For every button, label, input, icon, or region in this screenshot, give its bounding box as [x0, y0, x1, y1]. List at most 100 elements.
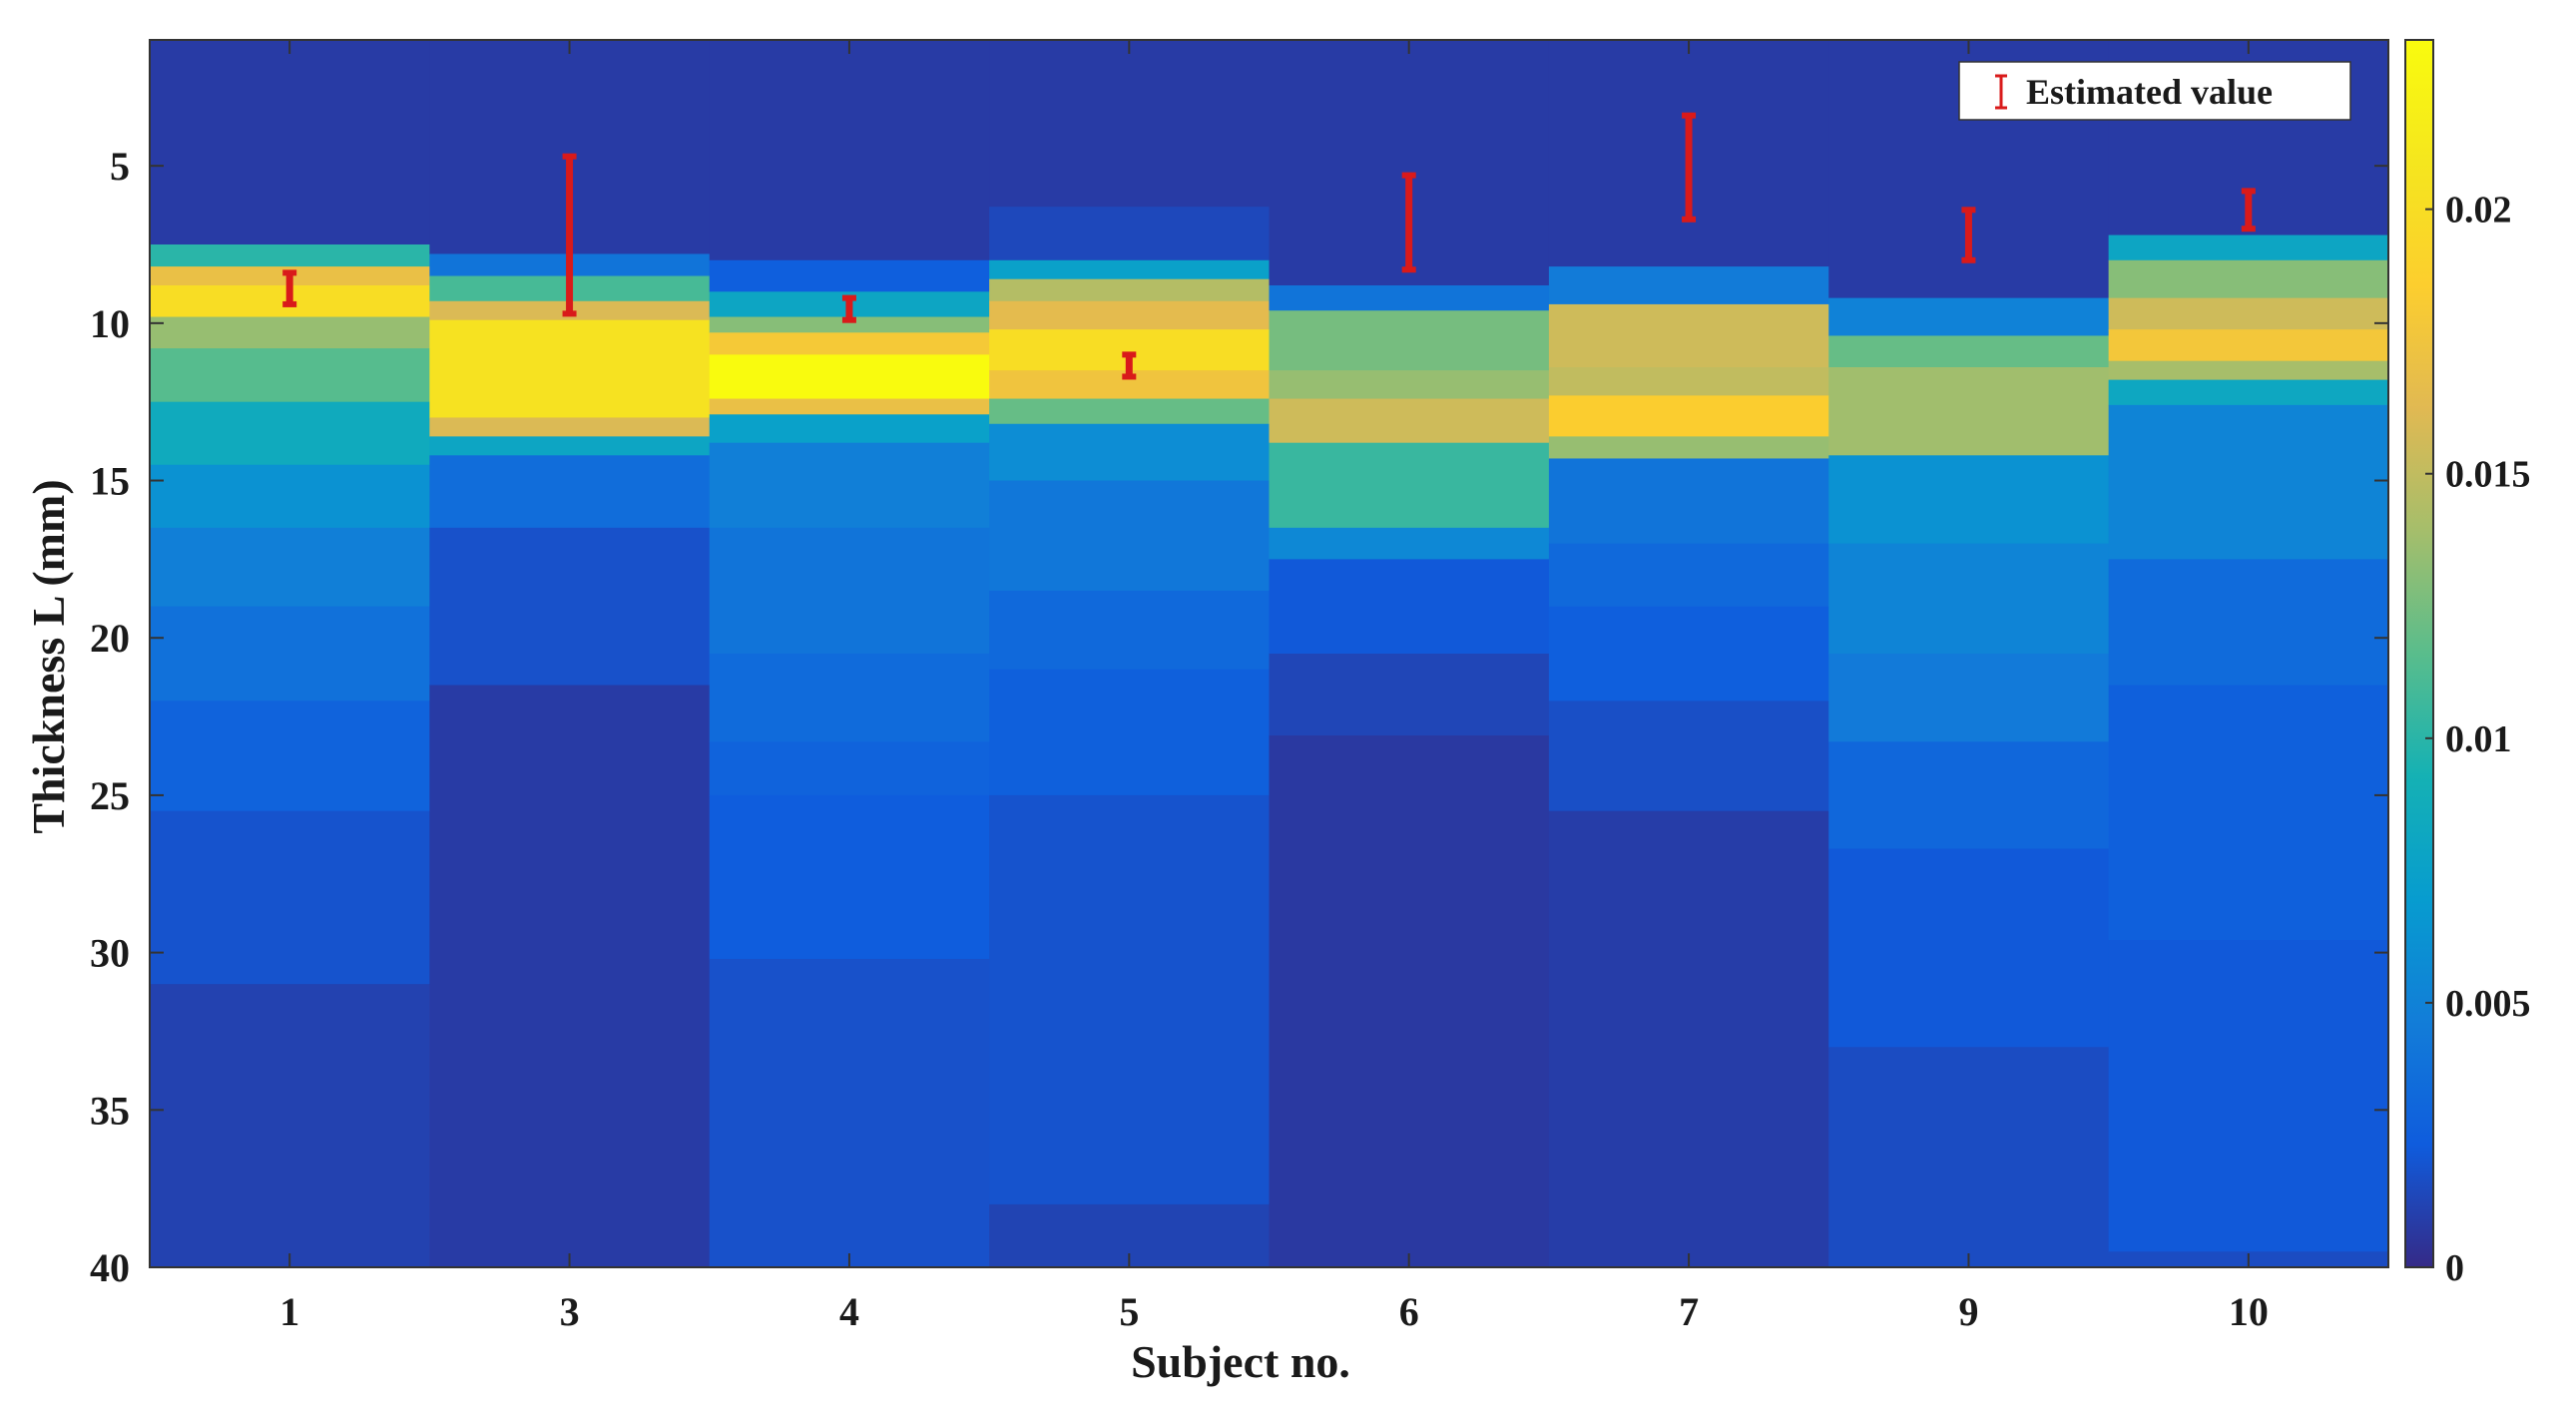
heatmap-cell	[1270, 285, 1550, 311]
heatmap-cell	[710, 414, 990, 443]
heatmap-cell	[710, 795, 990, 960]
heatmap-cell	[1549, 544, 1829, 608]
heatmap-cell	[150, 607, 430, 702]
heatmap-cell	[1270, 310, 1550, 371]
heatmap-cell	[1270, 399, 1550, 444]
heatmap-cell	[1828, 849, 2109, 1048]
heatmap-cell	[2109, 235, 2389, 261]
legend-label: Estimated value	[2026, 72, 2273, 112]
colorbar-tick-label: 0.015	[2445, 454, 2531, 496]
heatmap-cell	[2109, 361, 2389, 381]
heatmap-cell	[710, 959, 990, 1268]
colorbar-tick-label: 0.01	[2445, 718, 2512, 760]
heatmap-cell	[429, 320, 710, 418]
heatmap-cell	[710, 443, 990, 529]
heatmap-cell	[1549, 458, 1829, 544]
heatmap-cell	[989, 424, 1270, 481]
heatmap-cell	[150, 317, 430, 349]
heatmap-cell	[710, 354, 990, 399]
colorbar	[2405, 40, 2433, 1267]
heatmap-cell	[1828, 654, 2109, 742]
heatmap-cell	[989, 40, 1270, 208]
heatmap-cell	[1549, 367, 1829, 396]
heatmap-cell	[150, 244, 430, 267]
heatmap-cell	[2109, 260, 2389, 298]
heatmap-column-7	[1549, 40, 1829, 1268]
heatmap-column-4	[710, 40, 990, 1268]
x-axis-label: Subject no.	[1131, 1336, 1350, 1387]
heatmap-cell	[1270, 370, 1550, 399]
heatmap-cell	[1828, 298, 2109, 336]
heatmap-cell	[150, 402, 430, 466]
heatmap-cells	[150, 40, 2389, 1268]
heatmap-cell	[710, 528, 990, 655]
heatmap-cell	[989, 591, 1270, 670]
heatmap-column-5	[989, 40, 1270, 1268]
y-tick-label: 25	[90, 773, 130, 818]
heatmap-cell	[150, 984, 430, 1267]
y-tick-label: 40	[90, 1245, 130, 1290]
x-tick-label: 7	[1679, 1289, 1699, 1334]
heatmap-cell	[710, 399, 990, 415]
heatmap-cell	[1828, 335, 2109, 367]
heatmap-cell	[2109, 559, 2389, 686]
heatmap-cell	[429, 417, 710, 437]
heatmap-cell	[710, 260, 990, 292]
heatmap-cell	[2109, 380, 2389, 406]
heatmap-cell	[150, 465, 430, 529]
heatmap-cell	[1270, 735, 1550, 1268]
colorbar-tick-label: 0.005	[2445, 983, 2531, 1025]
x-tick-label: 6	[1399, 1289, 1419, 1334]
heatmap-cell	[710, 40, 990, 260]
heatmap-cell	[989, 207, 1270, 260]
heatmap-cell	[710, 741, 990, 795]
heatmap-cell	[150, 528, 430, 607]
y-tick-label: 35	[90, 1088, 130, 1133]
heatmap-cell	[150, 40, 430, 245]
x-tick-label: 10	[2229, 1289, 2269, 1334]
x-tick-label: 9	[1958, 1289, 1978, 1334]
heatmap-cell	[2109, 405, 2389, 560]
heatmap-cell	[1828, 1047, 2109, 1267]
heatmap-cell	[429, 455, 710, 528]
heatmap-cell	[150, 348, 430, 402]
legend: Estimated value	[1959, 62, 2350, 120]
y-tick-label: 10	[90, 301, 130, 346]
y-axis-label: Thickness L (mm)	[23, 479, 74, 833]
heatmap-cell	[1270, 443, 1550, 529]
heatmap-cell	[1549, 811, 1829, 1268]
y-tick-label: 20	[90, 616, 130, 661]
heatmap-cell	[1270, 528, 1550, 560]
heatmap-cell	[989, 301, 1270, 330]
heatmap-cell	[1828, 367, 2109, 456]
heatmap-cell	[1549, 436, 1829, 459]
heatmap-cell	[710, 654, 990, 742]
heatmap-cell	[989, 670, 1270, 796]
heatmap-column-1	[150, 40, 430, 1268]
heatmap-cell	[429, 528, 710, 686]
heatmap-cell	[2109, 940, 2389, 1252]
x-tick-label: 5	[1119, 1289, 1139, 1334]
heatmap-cell	[2109, 686, 2389, 941]
heatmap-cell	[150, 701, 430, 811]
heatmap-cell	[1549, 701, 1829, 811]
y-tick-label: 30	[90, 931, 130, 976]
colorbar-ticks: 00.0050.010.0150.02	[2425, 190, 2531, 1289]
heatmap-cell	[2109, 329, 2389, 361]
heatmap-cell	[1549, 304, 1829, 368]
heatmap-cell	[1549, 395, 1829, 437]
heatmap-cell	[2109, 298, 2389, 330]
heatmap-cell	[429, 686, 710, 1268]
heatmap-cell	[989, 399, 1270, 425]
heatmap-cell	[989, 279, 1270, 302]
heatmap-cell	[429, 436, 710, 456]
heatmap-cell	[710, 332, 990, 355]
heatmap-cell	[150, 811, 430, 985]
x-tick-label: 4	[839, 1289, 859, 1334]
heatmap-cell	[989, 260, 1270, 280]
heatmap-cell	[989, 481, 1270, 592]
colorbar-tick-label: 0.02	[2445, 190, 2512, 232]
heatmap-cell	[1828, 741, 2109, 849]
heatmap-cell	[1828, 455, 2109, 544]
